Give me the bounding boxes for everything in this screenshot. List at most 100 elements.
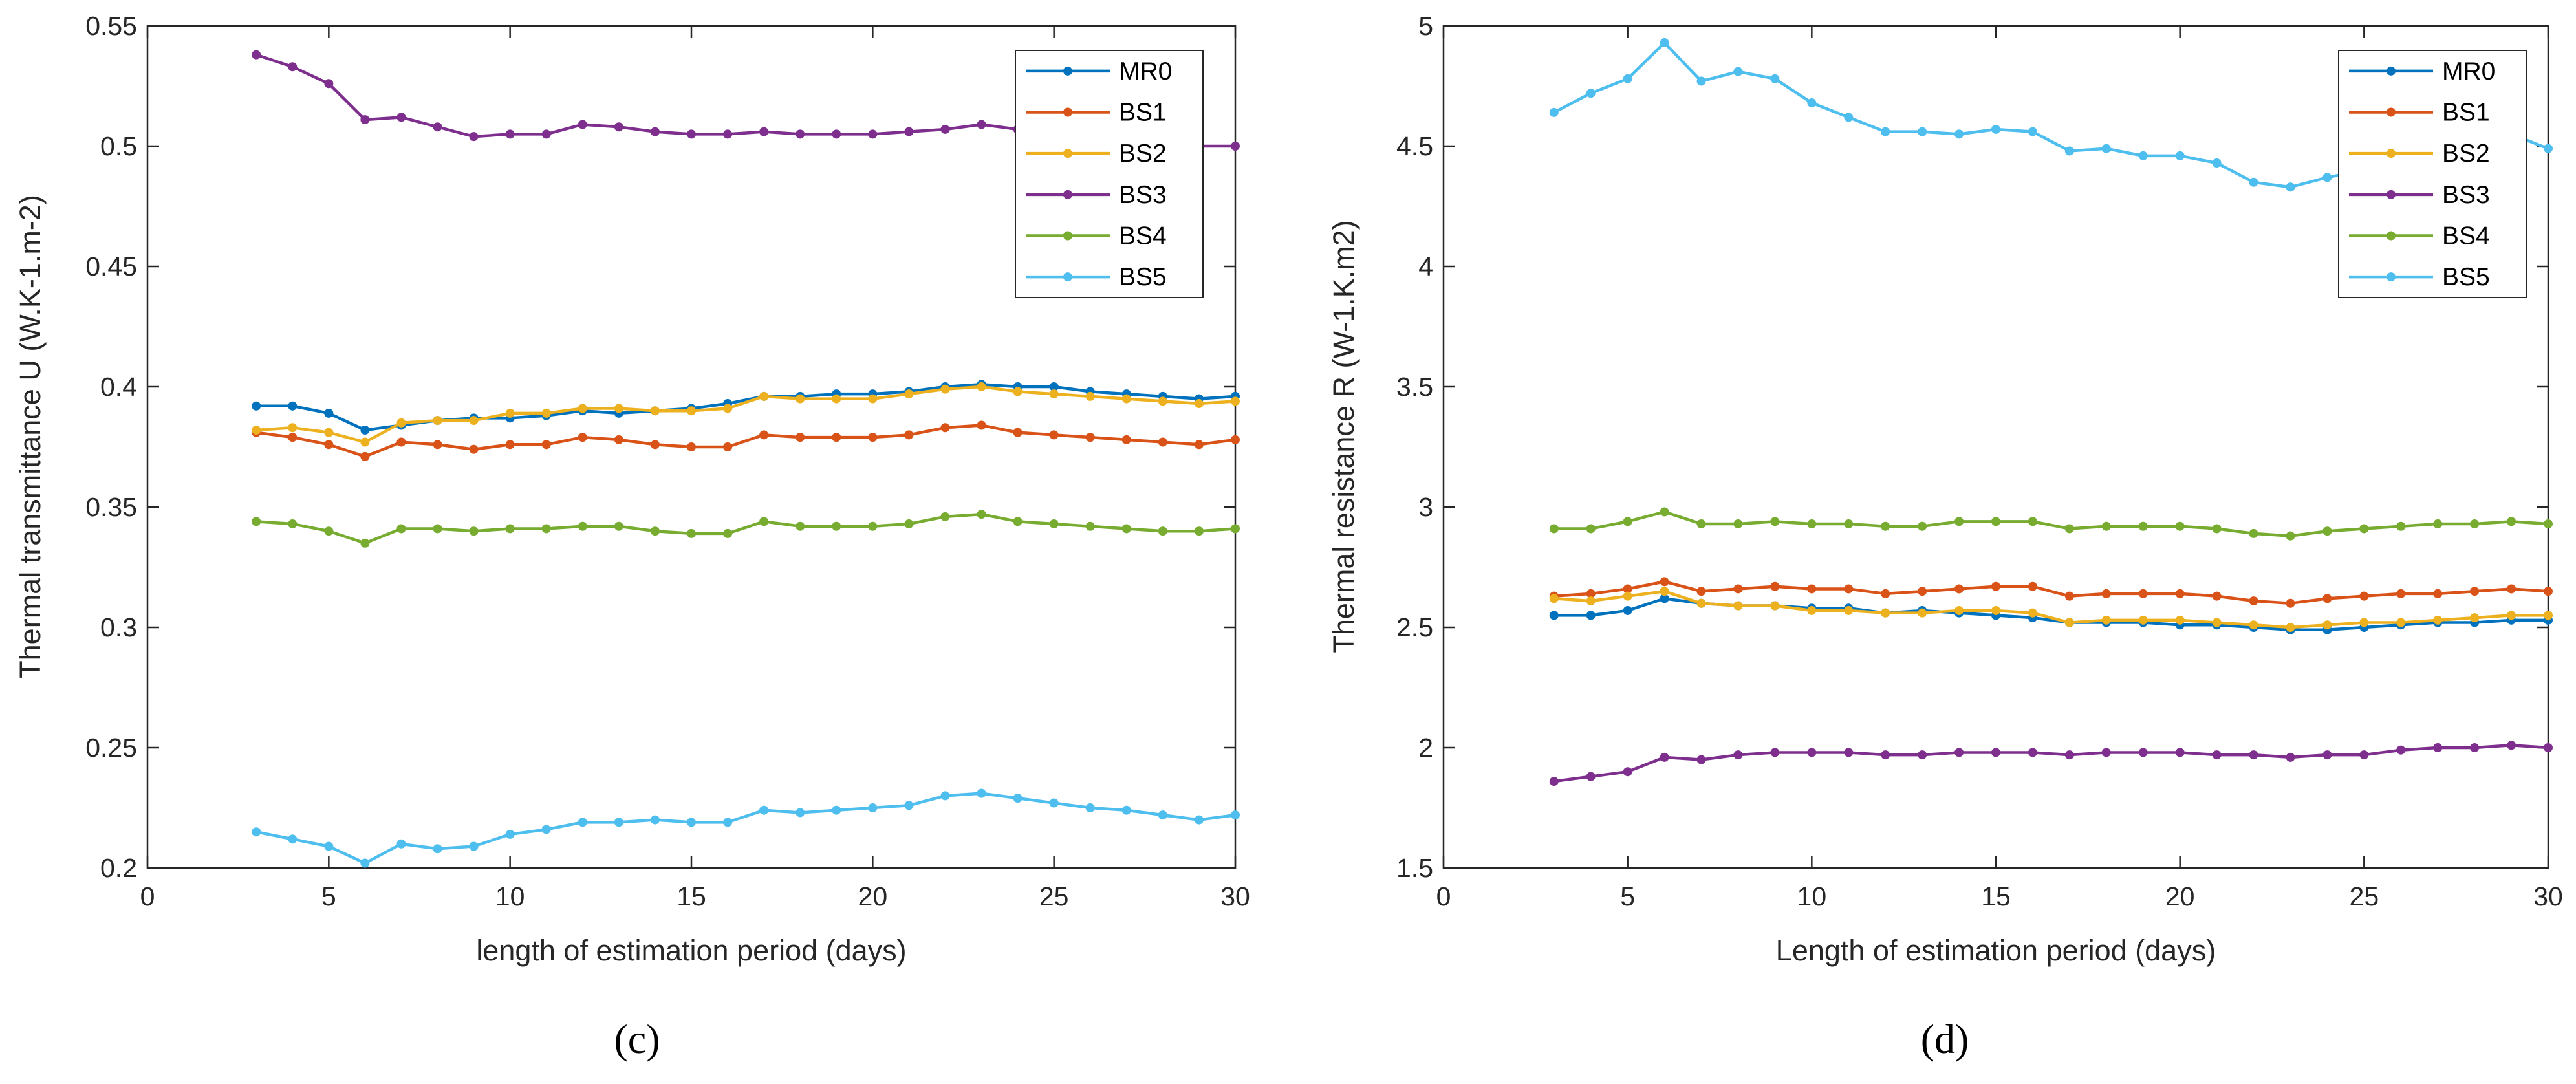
chart-c-data-point (541, 129, 551, 139)
chart-c-data-point (1194, 399, 1204, 409)
chart-d-data-point (2175, 615, 2185, 625)
chart-c-data-point (1121, 435, 1131, 444)
chart-c-y-tick-label: 0.45 (85, 252, 137, 281)
chart-c-data-point (469, 132, 479, 142)
chart-c-data-point (1013, 794, 1023, 803)
chart-c-data-point (433, 416, 442, 426)
chart-d-data-point (1660, 38, 1669, 48)
chart-c-x-tick-label: 25 (1039, 882, 1069, 911)
chart-d-legend-marker (2387, 66, 2396, 76)
chart-c-data-point (469, 841, 479, 851)
chart-d-x-tick-label: 20 (2165, 882, 2195, 911)
chart-c-data-point (324, 841, 334, 851)
chart-d-data-point (1991, 517, 2000, 526)
chart-c-series-line (255, 424, 1236, 459)
chart-c-data-point (687, 442, 696, 451)
chart-d-data-point (2396, 521, 2406, 531)
chart-d-y-tick-label: 2.5 (1396, 612, 1433, 642)
chart-d-data-point (2286, 531, 2295, 541)
chart-d-data-point (2470, 587, 2480, 596)
chart-d-data-point (2175, 589, 2185, 598)
chart-c-data-point (1085, 803, 1095, 812)
chart-c-data-point (252, 827, 261, 837)
chart-c-data-point (396, 418, 406, 428)
chart-d-data-point (1549, 611, 1559, 620)
chart-d-data-point (2286, 752, 2295, 762)
chart-d-data-point (2286, 598, 2295, 608)
chart-d-data-point (2175, 748, 2185, 757)
chart-d-legend-box (2338, 50, 2527, 298)
chart-c-data-point (505, 524, 515, 534)
chart-c-data-point (614, 404, 623, 413)
chart-d-data-point (1954, 129, 1964, 139)
chart-d-data-point (1991, 605, 2000, 615)
chart-d-data-point (1660, 577, 1669, 587)
chart-c-data-point (469, 526, 479, 536)
chart-d-data-point (2359, 524, 2369, 534)
chart-d-data-point (2396, 618, 2406, 627)
chart-d-data-point (2544, 611, 2553, 620)
chart-c-data-point (288, 519, 298, 529)
chart-c-series-bs2 (252, 382, 1240, 447)
chart-c-data-point (1231, 396, 1240, 406)
chart-d-data-point (2064, 146, 2074, 156)
chart-d-data-point (2028, 517, 2037, 526)
chart-c-data-point (940, 791, 950, 801)
chart-c-data-point (650, 815, 660, 825)
chart-c-data-point (252, 50, 261, 60)
chart-d-data-point (2507, 584, 2516, 594)
chart-d-data-point (2212, 618, 2222, 627)
chart-d-data-point (1918, 127, 1927, 136)
chart-d-data-point (1807, 98, 1817, 108)
chart-d-data-point (1623, 517, 1632, 526)
chart-d-xlabel: Length of estimation period (days) (1776, 934, 2216, 967)
chart-d-data-point (2286, 182, 2295, 192)
chart-d-data-point (1733, 584, 1743, 594)
chart-c-data-point (1013, 428, 1023, 437)
chart-c-data-point (360, 538, 370, 548)
chart-c-data-point (1121, 394, 1131, 404)
chart-c-legend-label: BS3 (1119, 181, 1167, 209)
chart-c-data-point (832, 394, 841, 404)
chart-c-data-point (541, 440, 551, 450)
chart-d-data-point (2433, 519, 2443, 529)
chart-c-data-point (796, 129, 805, 139)
chart-c-data-point (433, 440, 442, 450)
chart-c-data-point (796, 394, 805, 404)
chart-d-data-point (2064, 618, 2074, 627)
chart-d-data-point (1770, 748, 1780, 757)
chart-c-x-tick-label: 20 (858, 882, 888, 911)
chart-c-data-point (1085, 391, 1095, 401)
chart-d-data-point (1623, 767, 1632, 777)
chart-d-x-tick-label: 15 (1981, 882, 2011, 911)
chart-d-data-point (2249, 528, 2258, 538)
chart-d-data-point (2101, 748, 2111, 757)
chart-c-data-point (360, 425, 370, 435)
chart-d-data-point (2470, 613, 2480, 623)
chart-c-data-point (977, 120, 986, 129)
chart-c-series-line (256, 385, 1236, 444)
chart-d-data-point (2212, 750, 2222, 760)
chart-c-data-point (614, 122, 623, 132)
chart-c-data-point (505, 129, 515, 139)
chart-d-data-point (1844, 605, 1854, 615)
chart-c-x-tick-label: 15 (676, 882, 706, 911)
chart-c-legend-label: MR0 (1119, 58, 1172, 85)
chart-c-data-point (977, 788, 986, 798)
chart-d-data-point (2101, 615, 2111, 625)
chart-c-data-point (1194, 815, 1204, 825)
chart-c-data-point (904, 801, 914, 810)
chart-d-y-tick-label: 3 (1418, 492, 1433, 522)
chart-d-data-point (2212, 524, 2222, 534)
chart-d-data-point (2396, 589, 2406, 598)
chart-d-data-point (2544, 144, 2553, 153)
chart-d-data-point (2322, 173, 2332, 182)
chart-d-data-point (2249, 596, 2258, 606)
chart-c-y-tick-label: 0.25 (85, 733, 137, 763)
chart-d-data-point (1954, 748, 1964, 757)
chart-d-data-point (2101, 589, 2111, 598)
chart-c-data-point (650, 406, 660, 416)
chart-c-x-tick-label: 10 (495, 882, 525, 911)
chart-d-data-point (1954, 605, 1964, 615)
